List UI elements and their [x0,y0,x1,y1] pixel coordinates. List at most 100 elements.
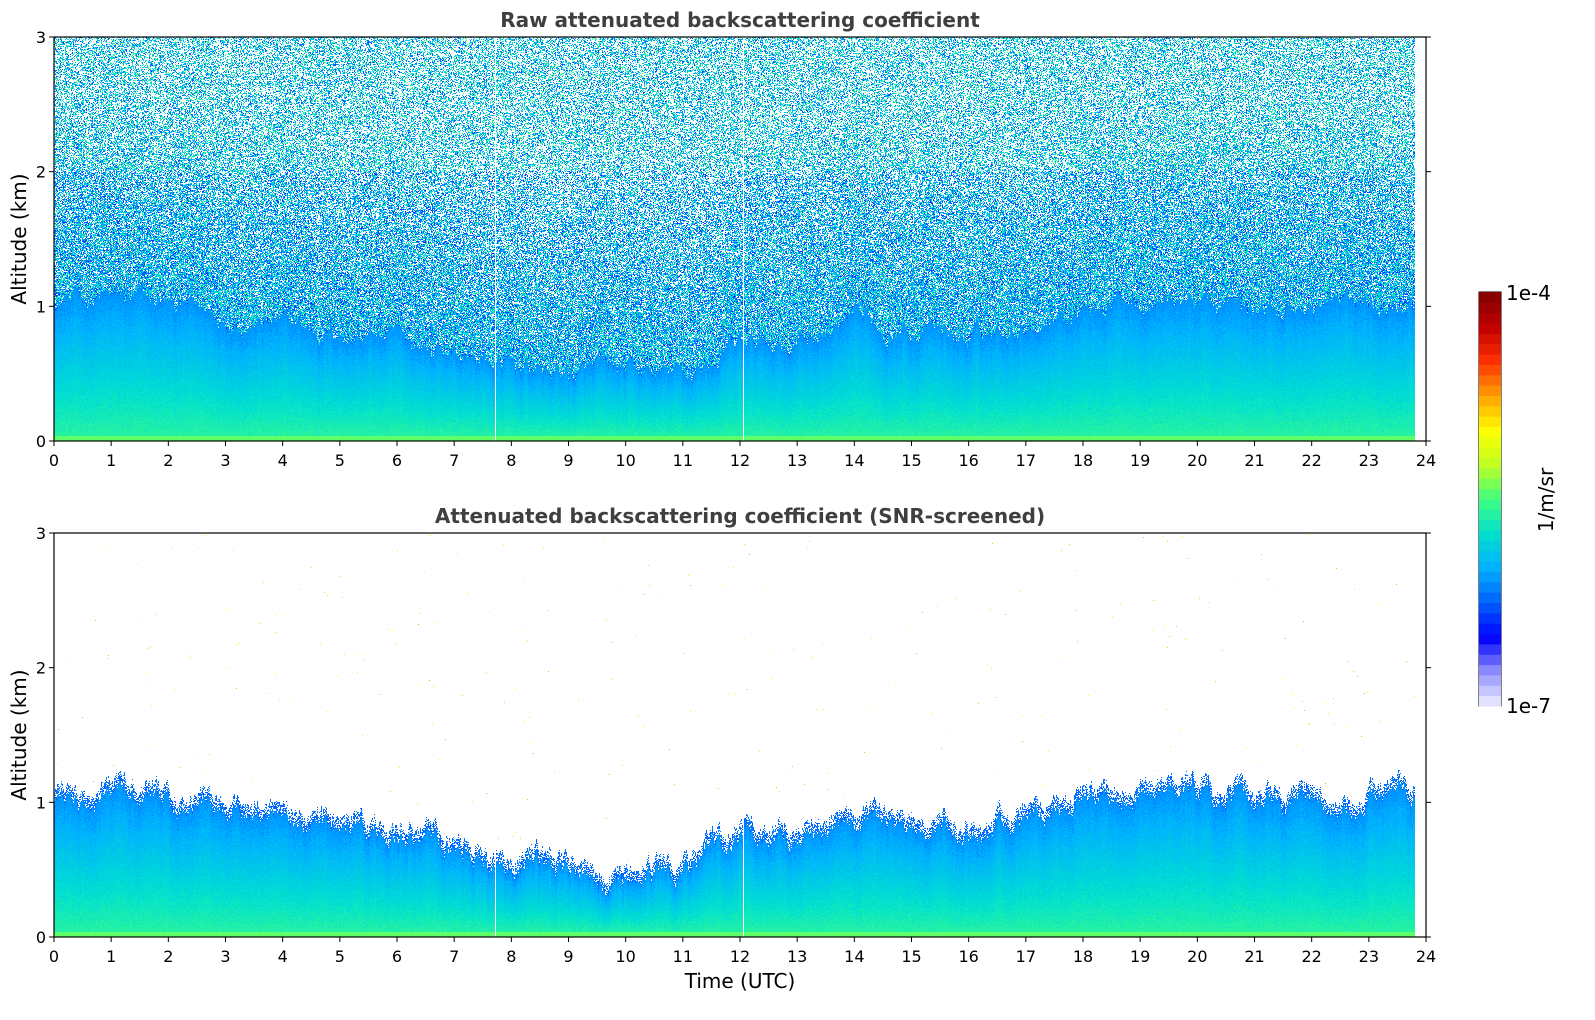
x-axis-label: Time (UTC) [684,969,796,993]
x-tick-label: 5 [335,947,345,966]
x-tick-label: 18 [1073,947,1093,966]
colorbar-step [1479,602,1501,614]
colorbar-step [1479,467,1501,479]
y-tick-label: 3 [36,524,46,543]
x-tick-label: 19 [1130,451,1150,470]
y-axis-label: Altitude (km) [7,669,31,800]
x-tick-label: 19 [1130,947,1150,966]
x-tick-label: 7 [449,947,459,966]
colorbar-step [1479,385,1501,396]
colorbar-label: 1/m/sr [1534,467,1558,532]
colorbar-step [1479,612,1501,624]
colorbar-step [1479,323,1501,334]
y-tick-label: 0 [36,432,46,451]
colorbar-step [1479,550,1501,562]
colorbar-step [1479,333,1501,345]
colorbar-step [1479,302,1501,314]
colorbar-step [1479,416,1501,428]
x-tick-label: 20 [1187,947,1207,966]
colorbar-step [1479,312,1501,324]
x-tick-label: 7 [449,451,459,470]
x-tick-label: 1 [106,451,116,470]
colorbar-step [1479,457,1501,469]
colorbar-step [1479,488,1501,500]
axis-ticks: 0 1 2 3 4 5 6 7 8 9 10 11 12 13 14 15 16 17 18 19 20 21 22 23 24… [36,28,1436,470]
y-tick-label: 3 [36,28,46,47]
colorbar-step [1479,530,1501,541]
x-tick-label: 10 [615,451,635,470]
plot-frame [53,36,1427,442]
plot-title: Attenuated backscattering coefficient (S… [435,504,1045,528]
x-tick-label: 16 [958,947,978,966]
colorbar-step [1479,478,1501,490]
axis-ticks: 0 1 2 3 4 5 6 7 8 9 10 11 12 13 14 15 16 17 18 19 20 21 22 23 24… [36,524,1436,966]
colorbar-max-label: 1e-4 [1506,281,1551,305]
x-tick-label: 23 [1359,947,1379,966]
x-tick-label: 4 [278,451,288,470]
x-tick-label: 0 [49,947,59,966]
plot-title: Raw attenuated backscattering coefficien… [500,8,980,32]
x-tick-label: 4 [278,947,288,966]
colorbar-steps [1479,292,1501,707]
x-tick-label: 6 [392,451,402,470]
colorbar-step [1479,426,1501,438]
x-tick-label: 8 [506,947,516,966]
colorbar-min-label: 1e-7 [1506,694,1551,718]
x-tick-label: 18 [1073,451,1093,470]
x-tick-label: 13 [787,451,807,470]
x-tick-label: 16 [958,451,978,470]
x-tick-label: 11 [673,947,693,966]
heatmap-screened [54,533,1426,937]
colorbar-step [1479,561,1501,572]
x-tick-label: 14 [844,451,864,470]
colorbar-step [1479,540,1501,552]
colorbar-step [1479,581,1501,593]
colorbar-step [1479,395,1501,407]
x-tick-label: 20 [1187,451,1207,470]
x-tick-label: 1 [106,947,116,966]
x-tick-label: 11 [673,451,693,470]
x-tick-label: 14 [844,947,864,966]
colorbar-step [1479,436,1501,448]
x-tick-label: 12 [730,947,750,966]
y-tick-label: 2 [36,659,46,678]
colorbar-step [1479,623,1501,635]
x-tick-label: 10 [615,947,635,966]
y-tick-label: 0 [36,928,46,947]
x-tick-label: 9 [563,451,573,470]
x-tick-label: 12 [730,451,750,470]
colorbar-step [1479,447,1501,459]
x-tick-label: 24 [1416,451,1436,470]
colorbar-step [1479,364,1501,376]
colorbar-step [1479,674,1501,686]
colorbar-step [1479,695,1501,707]
y-tick-label: 1 [36,793,46,812]
heatmap-raw [54,37,1426,441]
colorbar-step [1479,685,1501,697]
x-tick-label: 15 [901,451,921,470]
colorbar-step [1479,354,1501,365]
x-tick-label: 22 [1301,947,1321,966]
x-tick-label: 13 [787,947,807,966]
y-tick-label: 2 [36,163,46,182]
x-tick-label: 21 [1244,451,1264,470]
colorbar-step [1479,292,1501,303]
x-tick-label: 22 [1301,451,1321,470]
colorbar-step [1479,664,1501,676]
x-tick-label: 6 [392,947,402,966]
x-tick-label: 2 [163,451,173,470]
x-tick-label: 15 [901,947,921,966]
x-tick-label: 23 [1359,451,1379,470]
x-tick-label: 24 [1416,947,1436,966]
y-tick-label: 1 [36,297,46,316]
x-tick-label: 0 [49,451,59,470]
colorbar-step [1479,592,1501,603]
colorbar-step [1479,633,1501,645]
x-tick-label: 9 [563,947,573,966]
colorbar-step [1479,343,1501,355]
colorbar-step [1479,643,1501,655]
x-tick-label: 2 [163,947,173,966]
x-tick-label: 3 [220,451,230,470]
x-tick-label: 17 [1016,451,1036,470]
